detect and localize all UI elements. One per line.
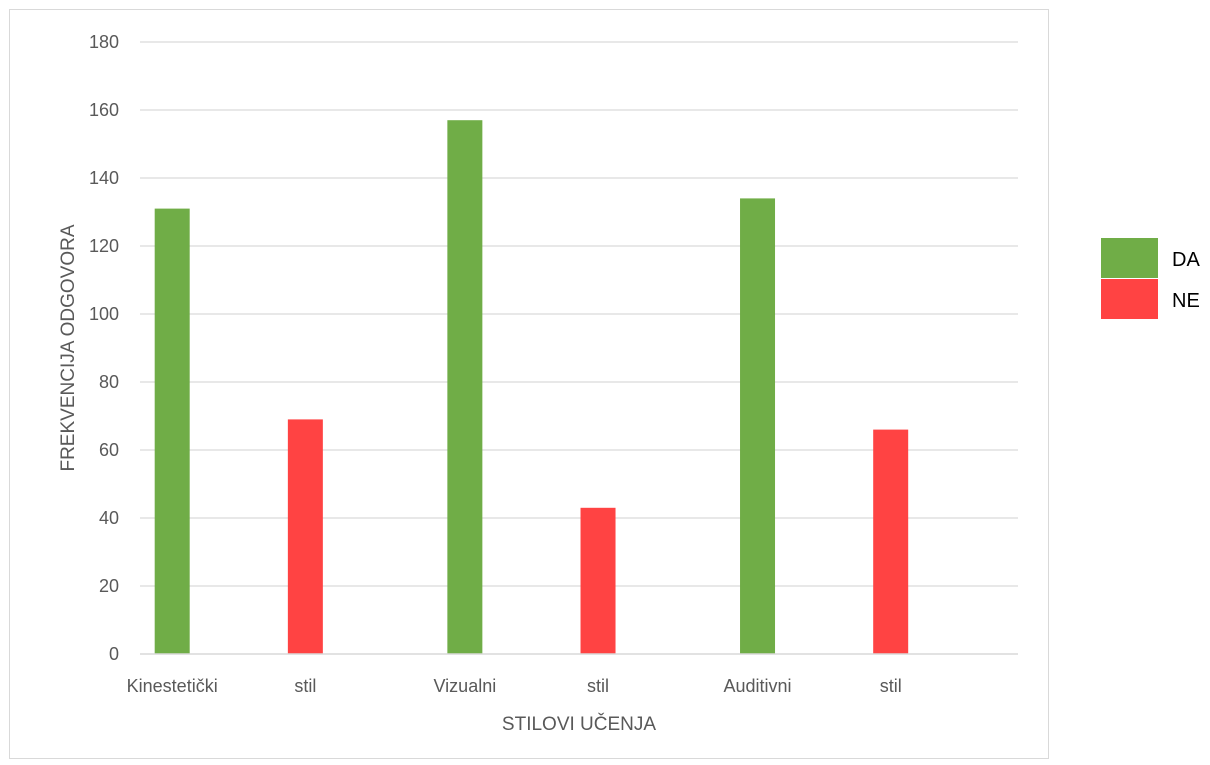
y-tick-label: 180 — [89, 32, 119, 52]
y-tick-label: 60 — [99, 440, 119, 460]
y-tick-label: 120 — [89, 236, 119, 256]
x-tick-label: stil — [294, 676, 316, 696]
bar-ne — [873, 429, 909, 654]
legend-swatch-ne — [1101, 279, 1158, 319]
x-tick-label: Kinestetički — [127, 676, 218, 696]
legend-label-da: DA — [1172, 249, 1200, 271]
y-tick-label: 140 — [89, 168, 119, 188]
gridlines — [140, 41, 1018, 587]
bar-da — [154, 208, 190, 654]
y-tick-label: 0 — [109, 644, 119, 664]
bars — [154, 120, 909, 654]
y-tick-label: 160 — [89, 100, 119, 120]
y-axis-title: FREKVENCIJA ODGOVORA — [58, 224, 79, 471]
x-axis-ticks: Kinestetički stil Vizualni stil Auditivni sti… — [127, 676, 902, 696]
bar-da — [447, 120, 483, 654]
x-tick-label: Auditivni — [724, 676, 792, 696]
y-axis-ticks: 0 20 40 60 80 100 120 140 160 180 — [89, 32, 119, 664]
bar-ne — [287, 419, 323, 654]
x-axis-title: STILOVI UČENJA — [502, 713, 656, 735]
bar-da — [740, 198, 776, 654]
legend-swatch-da — [1101, 238, 1158, 278]
legend-label-ne: NE — [1172, 290, 1200, 312]
y-tick-label: 100 — [89, 304, 119, 324]
x-tick-label: stil — [880, 676, 902, 696]
y-tick-label: 80 — [99, 372, 119, 392]
y-tick-label: 40 — [99, 508, 119, 528]
x-tick-label: Vizualni — [434, 676, 497, 696]
bar-ne — [580, 507, 616, 654]
y-tick-label: 20 — [99, 576, 119, 596]
x-tick-label: stil — [587, 676, 609, 696]
legend: DA NE — [1101, 238, 1200, 319]
